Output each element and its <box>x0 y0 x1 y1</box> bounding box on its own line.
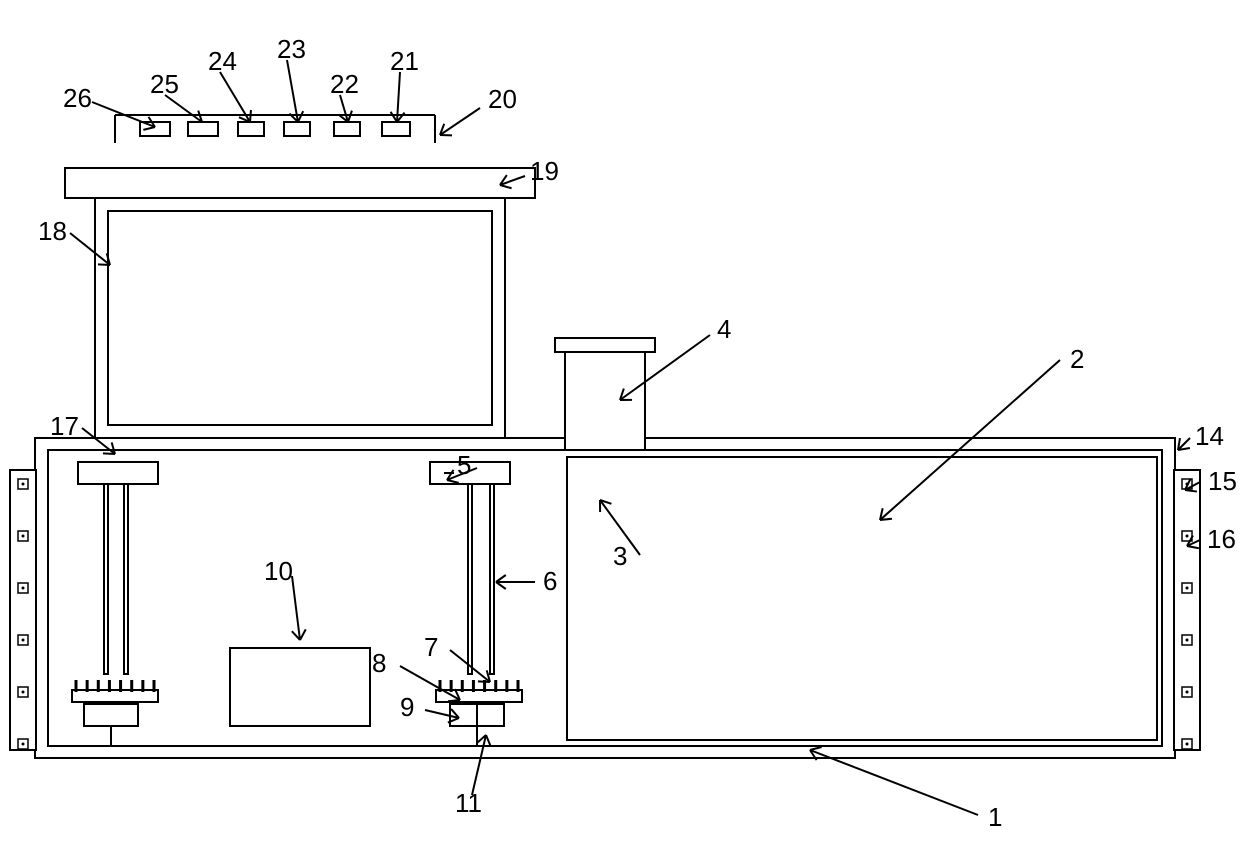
label-l4: 4 <box>717 314 731 344</box>
leader-l25 <box>165 95 202 122</box>
wing-right <box>1174 470 1200 750</box>
panel-button-5 <box>334 122 360 136</box>
label-l2: 2 <box>1070 344 1084 374</box>
panel-button-4 <box>284 122 310 136</box>
label-l11: 11 <box>455 788 482 818</box>
wing-left <box>10 470 36 750</box>
label-l21: 21 <box>390 46 419 76</box>
shaft-3 <box>490 484 494 674</box>
leader-l1 <box>810 750 978 815</box>
panel-button-3 <box>238 122 264 136</box>
right-chamber <box>567 457 1157 740</box>
support-left <box>84 704 138 726</box>
panel-button-6 <box>382 122 410 136</box>
diagram-canvas: 123456789101114151617181920212223242526 <box>0 0 1240 849</box>
label-l9: 9 <box>400 692 414 722</box>
pipe <box>565 350 645 450</box>
gear-left-bar <box>72 690 158 702</box>
label-l26: 26 <box>63 83 92 113</box>
leader-l23 <box>287 60 298 122</box>
label-l23: 23 <box>277 34 306 64</box>
label-l19: 19 <box>530 156 559 186</box>
label-l22: 22 <box>330 69 359 99</box>
leader-l2 <box>880 360 1060 520</box>
leader-l11 <box>472 735 486 795</box>
shaft-2 <box>468 484 472 674</box>
label-l10: 10 <box>264 556 293 586</box>
label-l16: 16 <box>1207 524 1236 554</box>
label-l7: 7 <box>424 632 438 662</box>
label-l5: 5 <box>457 450 471 480</box>
center-block <box>230 648 370 726</box>
label-l3: 3 <box>613 541 627 571</box>
shaft-0 <box>104 484 108 674</box>
label-l17: 17 <box>50 411 79 441</box>
pipe-cap <box>555 338 655 352</box>
shaft-1 <box>124 484 128 674</box>
leader-l20 <box>440 108 480 135</box>
label-l1: 1 <box>988 802 1002 832</box>
label-l25: 25 <box>150 69 179 99</box>
label-l24: 24 <box>208 46 237 76</box>
label-l18: 18 <box>38 216 67 246</box>
label-l14: 14 <box>1195 421 1224 451</box>
upper-box-outer <box>95 198 505 438</box>
roof <box>65 168 535 198</box>
label-l6: 6 <box>543 566 557 596</box>
label-l8: 8 <box>372 648 386 678</box>
base-outer <box>35 438 1175 758</box>
base-inner <box>48 450 1162 746</box>
label-l20: 20 <box>488 84 517 114</box>
label-l15: 15 <box>1208 466 1237 496</box>
panel-button-2 <box>188 122 218 136</box>
top-plate-left <box>78 462 158 484</box>
